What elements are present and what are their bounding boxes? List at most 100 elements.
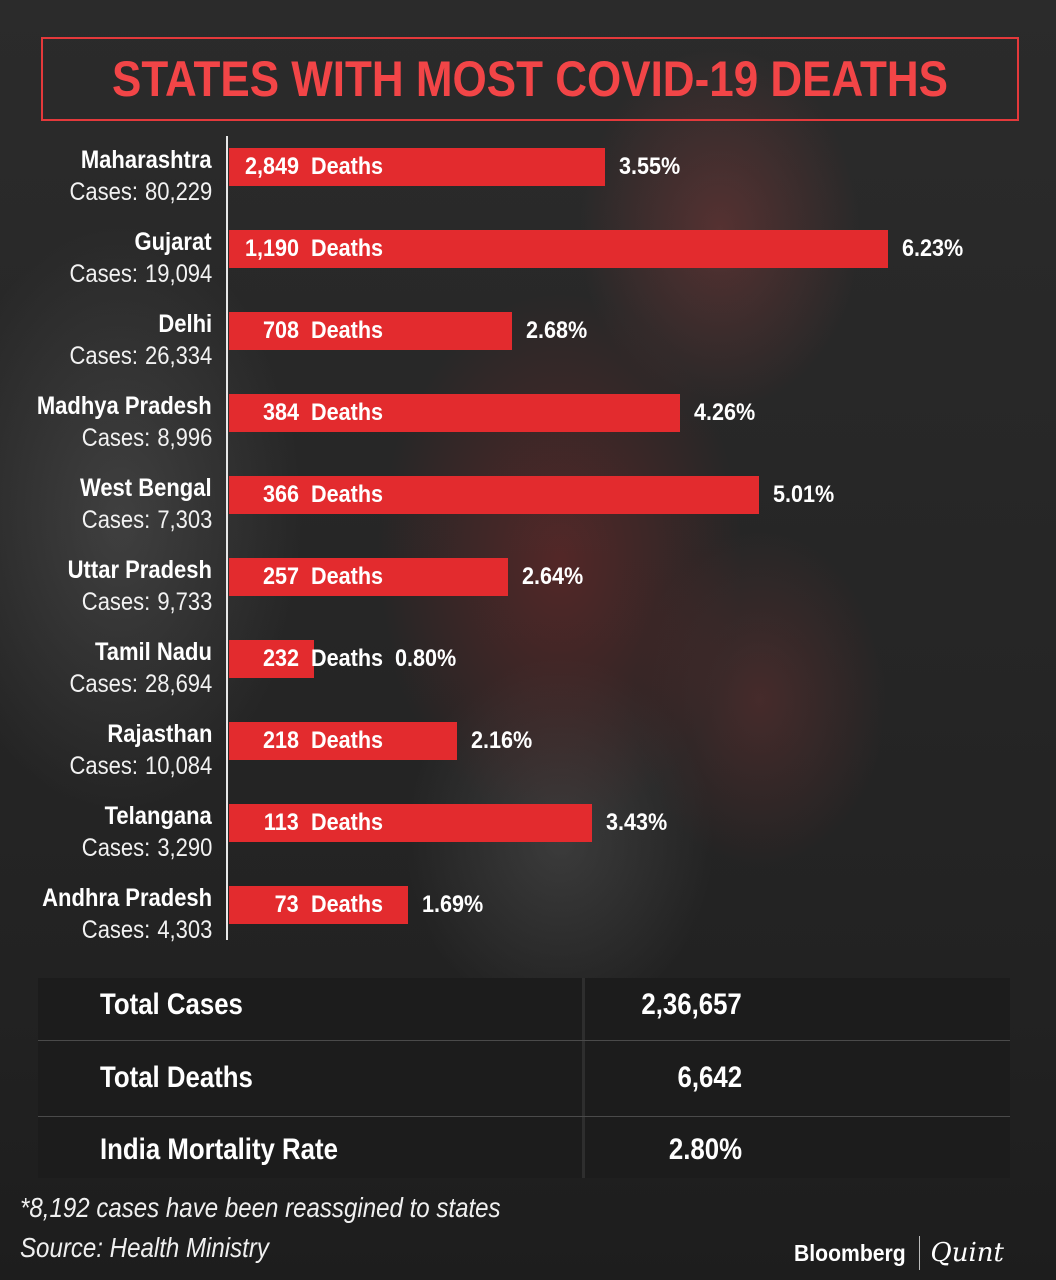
deaths-value: 366: [262, 481, 299, 508]
cases-label: Cases: 4,303: [81, 916, 212, 945]
mortality-rate-label: 0.80%: [395, 645, 457, 672]
mortality-rate-label: India Mortality Rate: [100, 1133, 338, 1166]
deaths-value: 73: [274, 891, 299, 918]
mortality-rate-label: 6.23%: [902, 235, 964, 262]
footnote: *8,192 cases have been reassgined to sta…: [20, 1192, 501, 1223]
bar: [229, 476, 759, 514]
total-cases-value: 2,36,657: [641, 988, 742, 1021]
deaths-label: Deaths: [311, 317, 384, 344]
cases-label: Cases: 7,303: [81, 506, 212, 535]
chart-row: Rajasthan Cases: 10,084 218 Deaths 2.16%: [0, 710, 1056, 790]
cases-prefix: Cases:: [81, 424, 150, 452]
cases-value: 8,996: [156, 424, 212, 452]
bloomberg-logo: Bloomberg: [794, 1239, 906, 1266]
mortality-rate-label: 1.69%: [422, 891, 484, 918]
axis-line: [226, 136, 228, 940]
chart-row: Maharashtra Cases: 80,229 2,849 Deaths 3.55%: [0, 136, 1056, 216]
cases-label: Cases: 26,334: [69, 342, 212, 371]
chart-row: Gujarat Cases: 19,094 1,190 Deaths 6.23%: [0, 218, 1056, 298]
total-deaths-label: Total Deaths: [100, 1061, 253, 1094]
cases-value: 9,733: [156, 588, 212, 616]
bar: [229, 640, 314, 678]
bar: [229, 722, 457, 760]
cases-value: 4,303: [156, 916, 212, 944]
deaths-label: Deaths: [311, 809, 384, 836]
chart-row: Telangana Cases: 3,290 113 Deaths 3.43%: [0, 792, 1056, 872]
deaths-label: Deaths: [311, 645, 384, 672]
table-divider: [582, 978, 585, 1178]
state-label: Andhra Pradesh: [42, 884, 212, 912]
cases-prefix: Cases:: [69, 178, 138, 206]
bar: [229, 394, 680, 432]
state-label: Maharashtra: [81, 146, 212, 174]
cases-prefix: Cases:: [81, 506, 150, 534]
state-label: Gujarat: [134, 228, 212, 256]
deaths-value: 113: [264, 809, 299, 836]
cases-prefix: Cases:: [69, 752, 138, 780]
title-box: STATES WITH MOST COVID-19 DEATHS: [41, 37, 1019, 121]
mortality-rate-label: 2.68%: [526, 317, 588, 344]
source-note: Source: Health Ministry: [20, 1232, 269, 1263]
cases-label: Cases: 8,996: [81, 424, 212, 453]
cases-prefix: Cases:: [81, 916, 150, 944]
cases-value: 3,290: [156, 834, 212, 862]
cases-label: Cases: 19,094: [69, 260, 212, 289]
bar: [229, 148, 605, 186]
chart-row: West Bengal Cases: 7,303 366 Deaths 5.01%: [0, 464, 1056, 544]
cases-value: 19,094: [144, 260, 212, 288]
deaths-label: Deaths: [311, 399, 384, 426]
mortality-rate-label: 4.26%: [694, 399, 756, 426]
cases-value: 26,334: [144, 342, 212, 370]
table-row-mortality-rate: India Mortality Rate 2.80%: [38, 1116, 1010, 1179]
bar: [229, 312, 512, 350]
bar: [229, 558, 508, 596]
chart-title: STATES WITH MOST COVID-19 DEATHS: [111, 51, 949, 107]
deaths-value: 2,849: [244, 153, 299, 180]
state-label: West Bengal: [80, 474, 212, 502]
deaths-value: 708: [262, 317, 299, 344]
cases-prefix: Cases:: [69, 260, 138, 288]
bar: [229, 230, 888, 268]
mortality-rate-label: 3.43%: [606, 809, 668, 836]
mortality-rate-label: 5.01%: [773, 481, 835, 508]
state-label: Delhi: [158, 310, 212, 338]
deaths-label: Deaths: [311, 563, 384, 590]
cases-prefix: Cases:: [69, 670, 138, 698]
table-row-total-deaths: Total Deaths 6,642: [38, 1040, 1010, 1117]
cases-prefix: Cases:: [81, 588, 150, 616]
bar-chart: Maharashtra Cases: 80,229 2,849 Deaths 3.55% G…: [0, 136, 1056, 954]
state-label: Rajasthan: [106, 720, 212, 748]
bar: [229, 886, 408, 924]
mortality-rate-value: 2.80%: [668, 1133, 742, 1166]
deaths-value: 1,190: [244, 235, 299, 262]
total-cases-label: Total Cases: [100, 988, 243, 1021]
publisher-logo: Bloomberg Quint: [794, 1236, 1004, 1270]
logo-divider: [919, 1236, 921, 1270]
state-label: Tamil Nadu: [95, 638, 212, 666]
deaths-label: Deaths: [311, 235, 384, 262]
chart-row: Tamil Nadu Cases: 28,694 232 Deaths 0.80%: [0, 628, 1056, 708]
cases-label: Cases: 10,084: [69, 752, 212, 781]
deaths-value: 232: [262, 645, 299, 672]
cases-label: Cases: 80,229: [69, 178, 212, 207]
state-label: Telangana: [104, 802, 212, 830]
cases-prefix: Cases:: [81, 834, 150, 862]
deaths-label: Deaths: [311, 481, 384, 508]
deaths-value: 218: [262, 727, 299, 754]
table-row-total-cases: Total Cases 2,36,657: [38, 978, 1010, 1044]
cases-value: 7,303: [156, 506, 212, 534]
chart-row: Uttar Pradesh Cases: 9,733 257 Deaths 2.64%: [0, 546, 1056, 626]
bar: [229, 804, 592, 842]
deaths-value: 384: [262, 399, 299, 426]
chart-row: Delhi Cases: 26,334 708 Deaths 2.68%: [0, 300, 1056, 380]
quint-logo: Quint: [930, 1238, 1004, 1268]
deaths-value: 257: [262, 563, 299, 590]
cases-label: Cases: 9,733: [81, 588, 212, 617]
totals-table: Total Cases 2,36,657 Total Deaths 6,642 …: [38, 978, 1010, 1178]
deaths-label: Deaths: [311, 153, 384, 180]
cases-prefix: Cases:: [69, 342, 138, 370]
mortality-rate-label: 2.64%: [522, 563, 584, 590]
state-label: Madhya Pradesh: [37, 392, 212, 420]
cases-value: 10,084: [144, 752, 212, 780]
chart-row: Andhra Pradesh Cases: 4,303 73 Deaths 1.69%: [0, 874, 1056, 954]
